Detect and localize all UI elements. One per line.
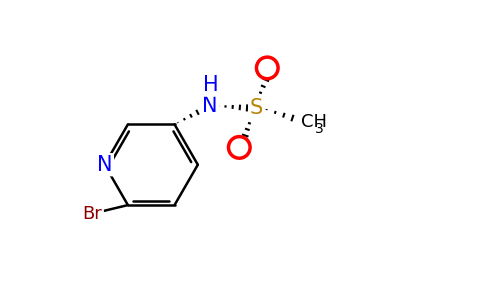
Text: H: H (203, 75, 219, 95)
Text: CH: CH (301, 113, 327, 131)
Text: Br: Br (83, 205, 103, 223)
Text: S: S (250, 98, 263, 118)
Text: N: N (97, 155, 112, 175)
Text: N: N (202, 96, 218, 116)
Text: 3: 3 (316, 122, 324, 136)
